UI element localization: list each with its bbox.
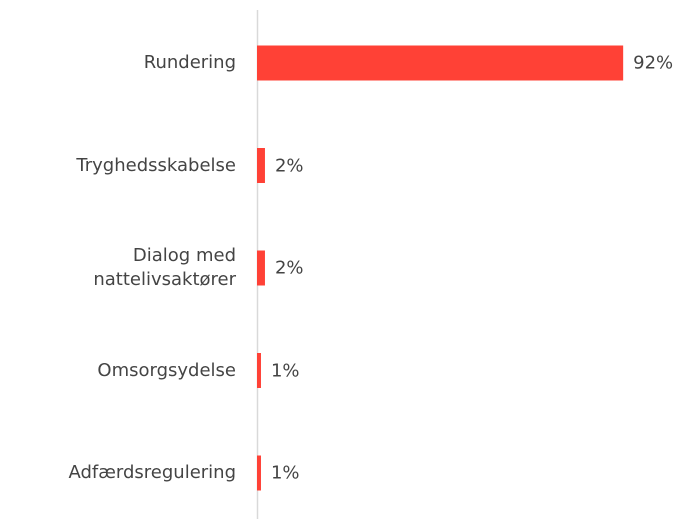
value-label: 2% [274, 257, 304, 279]
category-label: Dialog med nattelivsaktører [93, 245, 236, 290]
value-label: 92% [633, 52, 674, 74]
category-label: Omsorgsydelse [97, 359, 236, 381]
bar [257, 250, 265, 286]
category-label: Adfærdsregulering [68, 462, 236, 483]
bar [257, 455, 261, 491]
bar [257, 45, 624, 81]
value-label: 1% [270, 462, 300, 484]
value-label: 1% [270, 360, 300, 381]
bar [257, 148, 265, 183]
value-label: 2% [274, 155, 304, 176]
category-label: Tryghedsskabelse [76, 154, 236, 176]
bar [257, 353, 261, 388]
category-label: Rundering [143, 52, 236, 73]
